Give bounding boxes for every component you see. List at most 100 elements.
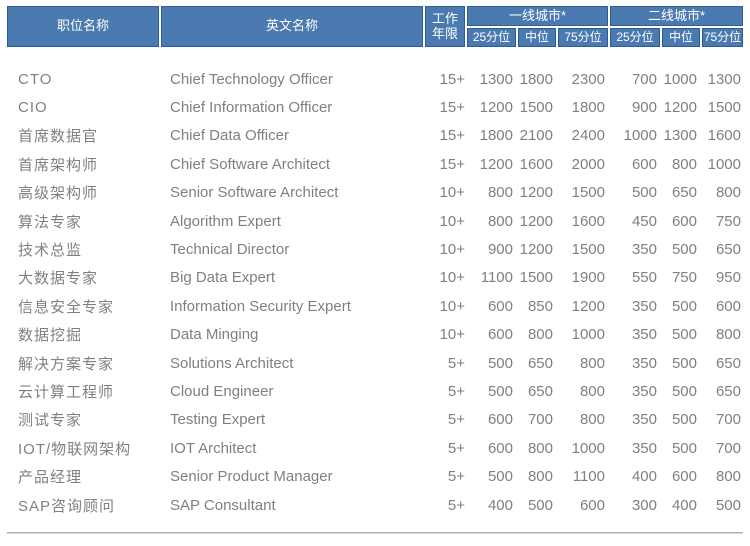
cell-tier1-p25: 1100: [480, 269, 513, 287]
cell-tier2-p25: 1000: [623, 127, 657, 145]
cell-english-name: Chief Technology Officer: [170, 70, 333, 88]
table-row: 大数据专家 Big Data Expert 10+ 1100 1500 1900 550 75…: [7, 264, 743, 292]
cell-tier2-median: 500: [671, 241, 697, 259]
cell-work-years: 10+: [439, 184, 465, 202]
cell-work-years: 5+: [447, 468, 465, 486]
table-body: CTO Chief Technology Officer 15+ 1300 1800 23…: [7, 65, 743, 519]
cell-position: 信息安全专家: [18, 298, 115, 316]
header-english-name: 英文名称: [161, 6, 423, 47]
header-tier2-p75: 75分位: [702, 28, 743, 47]
cell-tier1-median: 650: [527, 354, 553, 372]
table-row: 首席数据官 Chief Data Officer 15+ 1800 2100 2400 10…: [7, 122, 743, 150]
cell-work-years: 15+: [439, 155, 465, 173]
cell-work-years: 10+: [439, 326, 465, 344]
cell-tier1-p75: 1900: [571, 269, 605, 287]
cell-tier1-p25: 600: [487, 326, 513, 344]
cell-english-name: IOT Architect: [170, 439, 257, 457]
cell-tier2-p75: 800: [715, 326, 741, 344]
header-group-tier2-cities: 二线城市*: [610, 6, 743, 26]
cell-tier1-p75: 1500: [571, 241, 605, 259]
cell-tier1-p75: 1000: [571, 326, 605, 344]
cell-english-name: Senior Product Manager: [170, 468, 333, 486]
cell-tier1-p25: 400: [487, 496, 513, 514]
cell-tier2-median: 500: [671, 297, 697, 315]
table-row: 高级架构师 Senior Software Architect 10+ 800 1200…: [7, 179, 743, 207]
cell-tier1-median: 1200: [519, 241, 553, 259]
cell-tier2-median: 600: [671, 468, 697, 486]
cell-english-name: Chief Information Officer: [170, 99, 333, 117]
cell-tier1-p75: 2000: [571, 155, 605, 173]
cell-position: 高级架构师: [18, 185, 99, 203]
table-header: 职位名称 英文名称 工作年限 一线城市* 二线城市* 25分位 中位 75分位 …: [7, 6, 743, 47]
cell-position: 云计算工程师: [18, 383, 115, 401]
cell-work-years: 15+: [439, 70, 465, 88]
cell-tier2-p75: 800: [715, 184, 741, 202]
cell-english-name: Chief Data Officer: [170, 127, 289, 145]
table-row: 产品经理 Senior Product Manager 5+ 500 800 1100 40…: [7, 462, 743, 490]
table-row: 首席架构师 Chief Software Architect 15+ 1200 1600…: [7, 150, 743, 178]
cell-english-name: Senior Software Architect: [170, 184, 339, 202]
cell-tier2-p25: 350: [631, 241, 657, 259]
cell-position: SAP咨询顾问: [18, 497, 116, 515]
cell-tier2-p25: 900: [631, 99, 657, 117]
table-row: 测试专家 Testing Expert 5+ 600 700 800 350 500 700: [7, 406, 743, 434]
cell-tier1-median: 500: [527, 496, 553, 514]
cell-english-name: Algorithm Expert: [170, 212, 281, 230]
cell-tier1-p75: 1000: [571, 439, 605, 457]
cell-work-years: 10+: [439, 269, 465, 287]
cell-position: 首席架构师: [18, 156, 99, 174]
cell-position: 首席数据官: [18, 128, 99, 146]
cell-work-years: 5+: [447, 439, 465, 457]
cell-tier2-p25: 700: [631, 70, 657, 88]
bottom-divider: [7, 532, 743, 535]
header-tier1-p75: 75分位: [558, 28, 608, 47]
cell-position: CIO: [18, 99, 48, 117]
cell-tier2-median: 500: [671, 326, 697, 344]
cell-tier2-p75: 650: [715, 354, 741, 372]
cell-tier1-p25: 500: [487, 468, 513, 486]
cell-tier1-median: 800: [527, 326, 553, 344]
cell-tier2-p25: 600: [631, 155, 657, 173]
cell-tier2-median: 1300: [663, 127, 697, 145]
cell-tier2-p25: 350: [631, 411, 657, 429]
cell-tier1-p25: 500: [487, 382, 513, 400]
cell-tier1-p25: 600: [487, 297, 513, 315]
cell-tier1-p25: 1300: [479, 70, 513, 88]
cell-tier2-median: 600: [671, 212, 697, 230]
cell-work-years: 5+: [447, 496, 465, 514]
cell-tier1-p75: 800: [579, 411, 605, 429]
cell-tier1-median: 1800: [519, 70, 553, 88]
cell-tier2-p75: 750: [715, 212, 741, 230]
cell-position: IOT/物联网架构: [18, 440, 132, 458]
cell-tier1-p75: 1500: [571, 184, 605, 202]
cell-tier1-median: 850: [527, 297, 553, 315]
cell-tier2-p75: 650: [715, 382, 741, 400]
table-row: IOT/物联网架构 IOT Architect 5+ 600 800 1000 350 500…: [7, 434, 743, 462]
cell-tier2-p75: 1300: [707, 70, 741, 88]
salary-table-figure: 职位名称 英文名称 工作年限 一线城市* 二线城市* 25分位 中位 75分位 …: [7, 6, 743, 535]
cell-tier1-p25: 600: [487, 411, 513, 429]
cell-english-name: Cloud Engineer: [170, 382, 274, 400]
cell-tier1-p25: 800: [487, 184, 513, 202]
cell-tier2-median: 500: [671, 439, 697, 457]
cell-position: 解决方案专家: [18, 355, 115, 373]
cell-tier1-median: 2100: [519, 127, 553, 145]
cell-tier1-median: 1500: [519, 269, 553, 287]
cell-tier1-p25: 900: [487, 241, 513, 259]
table-row: 数据挖掘 Data Minging 10+ 600 800 1000 350 500 800: [7, 321, 743, 349]
header-tier1-median: 中位: [518, 28, 556, 47]
table-row: 技术总监 Technical Director 10+ 900 1200 1500 350 5…: [7, 235, 743, 263]
cell-tier1-median: 1500: [519, 99, 553, 117]
cell-tier1-p25: 500: [487, 354, 513, 372]
table-row: 算法专家 Algorithm Expert 10+ 800 1200 1600 450 600…: [7, 207, 743, 235]
table-row: 解决方案专家 Solutions Architect 5+ 500 650 800 350 5…: [7, 349, 743, 377]
cell-tier1-p75: 2300: [571, 70, 605, 88]
cell-tier2-p25: 350: [631, 382, 657, 400]
cell-tier2-median: 500: [671, 382, 697, 400]
cell-english-name: Data Minging: [170, 326, 259, 344]
cell-english-name: Big Data Expert: [170, 269, 276, 287]
cell-tier2-p25: 350: [631, 354, 657, 372]
cell-tier2-p75: 1500: [707, 99, 741, 117]
cell-tier1-p75: 2400: [571, 127, 605, 145]
cell-tier1-p75: 800: [579, 354, 605, 372]
